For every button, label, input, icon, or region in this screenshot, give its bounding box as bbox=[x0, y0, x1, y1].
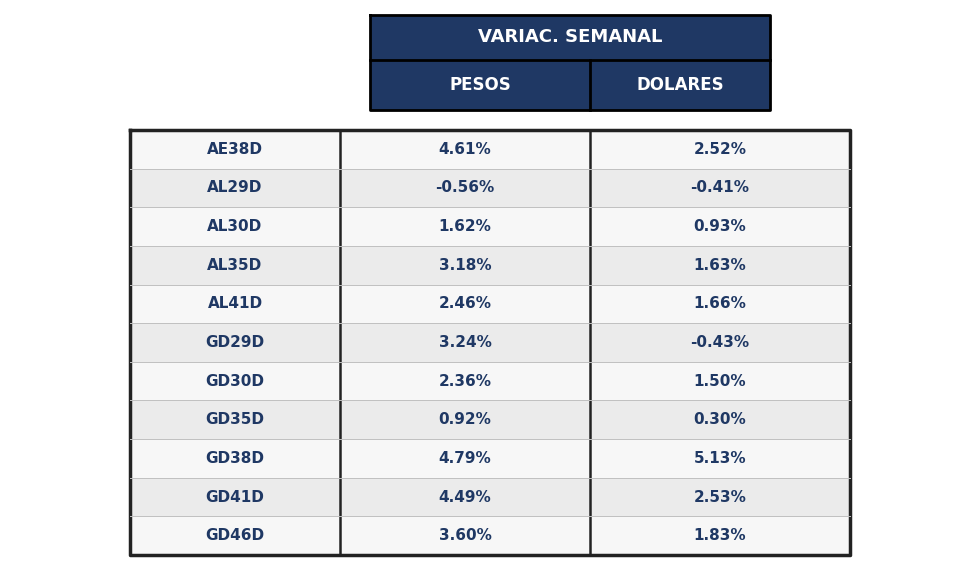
Text: 1.62%: 1.62% bbox=[439, 219, 491, 234]
Text: 2.46%: 2.46% bbox=[438, 297, 492, 311]
Text: 2.36%: 2.36% bbox=[438, 373, 492, 389]
Text: 3.60%: 3.60% bbox=[439, 528, 491, 543]
Text: VARIAC. SEMANAL: VARIAC. SEMANAL bbox=[478, 28, 662, 46]
Text: 1.66%: 1.66% bbox=[694, 297, 747, 311]
Text: PESOS: PESOS bbox=[449, 76, 511, 94]
Text: 0.92%: 0.92% bbox=[439, 412, 491, 427]
Text: AL35D: AL35D bbox=[208, 258, 263, 273]
Text: GD30D: GD30D bbox=[206, 373, 265, 389]
Text: AL30D: AL30D bbox=[208, 219, 263, 234]
Text: GD29D: GD29D bbox=[206, 335, 265, 350]
Bar bbox=[370, 15, 770, 60]
Text: 2.53%: 2.53% bbox=[694, 489, 747, 505]
Text: 3.24%: 3.24% bbox=[439, 335, 491, 350]
Text: 4.49%: 4.49% bbox=[439, 489, 491, 505]
Bar bbox=[130, 516, 850, 555]
Text: GD38D: GD38D bbox=[206, 451, 265, 466]
Bar bbox=[130, 246, 850, 285]
Text: GD46D: GD46D bbox=[206, 528, 265, 543]
Text: DOLARES: DOLARES bbox=[636, 76, 724, 94]
Text: GD41D: GD41D bbox=[206, 489, 265, 505]
Bar bbox=[130, 362, 850, 401]
Text: 4.79%: 4.79% bbox=[439, 451, 491, 466]
Bar bbox=[590, 60, 770, 110]
Bar bbox=[130, 401, 850, 439]
Text: GD35D: GD35D bbox=[206, 412, 265, 427]
Text: 2.52%: 2.52% bbox=[694, 142, 747, 157]
Text: 3.18%: 3.18% bbox=[439, 258, 491, 273]
Text: -0.41%: -0.41% bbox=[691, 180, 750, 195]
Bar bbox=[130, 478, 850, 516]
Text: 0.30%: 0.30% bbox=[694, 412, 747, 427]
Text: 1.50%: 1.50% bbox=[694, 373, 747, 389]
Text: -0.43%: -0.43% bbox=[691, 335, 750, 350]
Text: AL29D: AL29D bbox=[208, 180, 263, 195]
Text: 0.93%: 0.93% bbox=[694, 219, 747, 234]
Bar bbox=[130, 285, 850, 323]
Bar bbox=[130, 323, 850, 362]
Text: -0.56%: -0.56% bbox=[435, 180, 495, 195]
Text: 5.13%: 5.13% bbox=[694, 451, 747, 466]
Text: 1.63%: 1.63% bbox=[694, 258, 747, 273]
Text: AL41D: AL41D bbox=[208, 297, 263, 311]
Text: 1.83%: 1.83% bbox=[694, 528, 747, 543]
Text: 4.61%: 4.61% bbox=[439, 142, 491, 157]
Bar bbox=[130, 207, 850, 246]
Bar bbox=[370, 60, 590, 110]
Bar bbox=[130, 439, 850, 478]
Bar bbox=[130, 168, 850, 207]
Text: AE38D: AE38D bbox=[207, 142, 263, 157]
Bar bbox=[130, 130, 850, 168]
